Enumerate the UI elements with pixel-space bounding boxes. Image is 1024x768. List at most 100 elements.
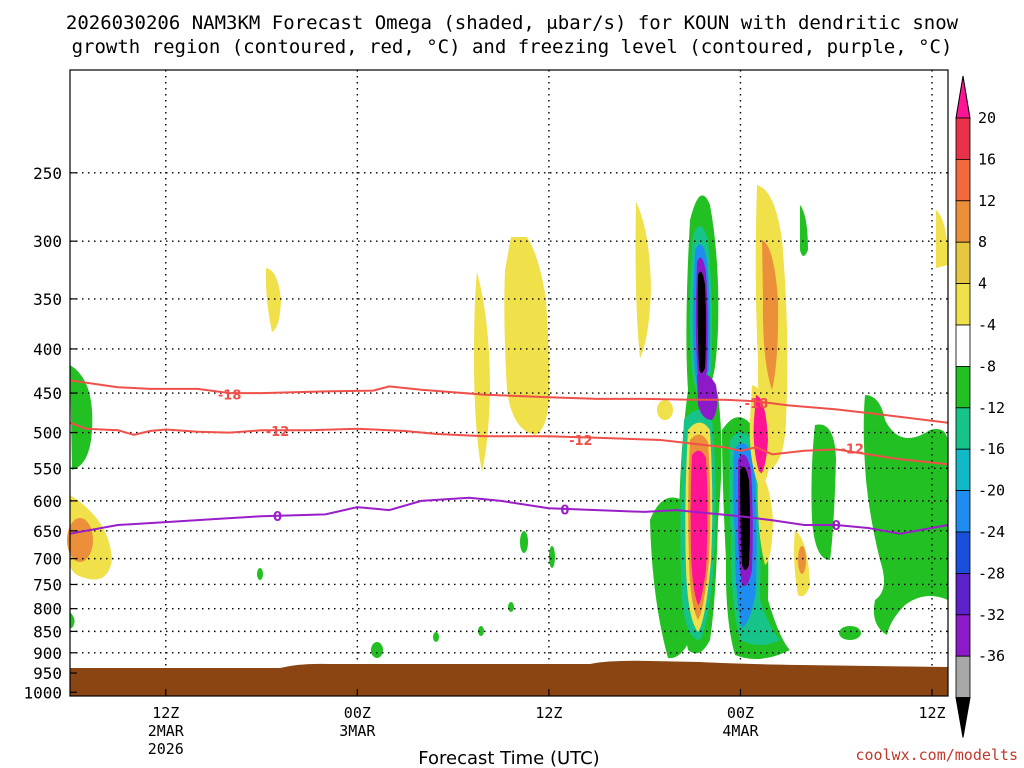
omega-region [800, 205, 808, 256]
x-tick-year: 2026 [148, 740, 184, 758]
x-tick-label: 12Z [535, 704, 562, 722]
colorbar-label: -36 [978, 647, 1005, 665]
freezing-level-contour [69, 496, 949, 535]
dgz-bottom-label: -12 [569, 434, 593, 449]
x-tick-label: 00Z [344, 704, 371, 722]
colorbar-swatch [955, 490, 971, 533]
colorbar-swatch [955, 158, 971, 202]
omega-region [697, 271, 706, 373]
dgz-top-label: -18 [218, 389, 242, 404]
y-tick-label: 650 [33, 522, 62, 541]
freezing-level-label: 0 [832, 519, 841, 534]
y-tick-label: 300 [33, 232, 62, 251]
omega-region [762, 240, 779, 390]
colorbar-swatch [955, 407, 971, 450]
freezing-level-label: 0 [273, 510, 282, 525]
y-tick-label: 1000 [23, 683, 62, 702]
x-tick-label: 12Z [152, 704, 179, 722]
dgz-bottom-label: -12 [840, 443, 864, 458]
y-tick-label: 550 [33, 459, 62, 478]
dgz-bottom-label: -12 [266, 425, 290, 440]
colorbar-swatch [955, 448, 971, 492]
colorbar-label: -28 [978, 564, 1005, 582]
omega-region [740, 466, 750, 570]
x-tick-label: 00Z [727, 704, 754, 722]
y-tick-label: 450 [33, 384, 62, 403]
contours: -18 -18 -12 -12 -12 0 0 0 [69, 379, 949, 535]
colorbar-swatch [955, 324, 971, 367]
y-tick-label: 500 [33, 424, 62, 443]
omega-shading [67, 185, 948, 659]
omega-region [839, 626, 861, 640]
omega-region [520, 531, 528, 553]
omega-region [478, 626, 484, 636]
colorbar-label: -12 [978, 399, 1005, 417]
omega-region [811, 424, 836, 560]
credit-text: coolwx.com/modelts [855, 746, 1018, 764]
y-tick-label: 900 [33, 644, 62, 663]
colorbar-swatch [955, 531, 971, 574]
dgz-top-label: -18 [745, 397, 769, 412]
omega-region [474, 272, 490, 472]
omega-region [371, 642, 383, 658]
colorbar-min-arrow [955, 697, 971, 738]
colorbar-swatch [955, 241, 971, 284]
omega-region [70, 612, 75, 628]
x-tick-date: 2MAR [148, 722, 185, 740]
chart-title-line1: 2026030206 NAM3KM Forecast Omega (shaded… [66, 12, 959, 34]
colorbar-swatch [955, 117, 971, 160]
colorbar: 20 16 12 8 4 -4 -8 -12 -16 -20 -24 -28 -32 -36 [955, 75, 1005, 738]
omega-region [549, 546, 555, 568]
y-axis: 250 300 350 400 450 500 550 600 650 700 750 800 850 9… [23, 164, 77, 702]
colorbar-label: 20 [978, 109, 996, 127]
omega-region [798, 546, 806, 574]
x-tick-label: 12Z [918, 704, 945, 722]
y-tick-label: 750 [33, 575, 62, 594]
omega-region [265, 268, 281, 332]
colorbar-label: -8 [978, 357, 996, 375]
y-tick-label: 700 [33, 550, 62, 569]
omega-region [504, 237, 550, 435]
colorbar-label: -16 [978, 440, 1005, 458]
omega-region [70, 365, 93, 470]
colorbar-label: -4 [978, 316, 996, 334]
omega-region [757, 470, 773, 565]
omega-region [433, 632, 439, 642]
dgz-bottom-contour [69, 421, 949, 466]
y-tick-label: 800 [33, 600, 62, 619]
omega-region [690, 450, 708, 605]
colorbar-label: -24 [978, 523, 1005, 541]
colorbar-label: 8 [978, 233, 987, 251]
plot-area: -18 -18 -12 -12 -12 0 0 0 [67, 69, 949, 697]
plot-frame [69, 69, 949, 697]
x-tick-date: 3MAR [339, 722, 376, 740]
colorbar-label: 16 [978, 150, 996, 168]
omega-region [67, 518, 93, 562]
y-tick-label: 400 [33, 340, 62, 359]
x-axis-title: Forecast Time (UTC) [418, 748, 599, 768]
colorbar-swatch [955, 655, 971, 699]
colorbar-swatch [955, 283, 971, 326]
y-tick-label: 950 [33, 664, 62, 683]
colorbar-label: 12 [978, 192, 996, 210]
y-tick-label: 600 [33, 492, 62, 511]
y-tick-label: 250 [33, 164, 62, 183]
x-tick-date: 4MAR [722, 722, 759, 740]
omega-region [936, 210, 948, 268]
omega-region [657, 400, 673, 420]
colorbar-swatch [955, 573, 971, 616]
omega-region [753, 395, 768, 475]
dgz-top-contour [69, 379, 949, 424]
omega-region [257, 568, 263, 580]
omega-region [508, 602, 514, 612]
colorbar-swatch [955, 614, 971, 657]
y-tick-label: 850 [33, 622, 62, 641]
freezing-level-label: 0 [560, 504, 569, 519]
terrain-surface [70, 660, 948, 696]
colorbar-label: -32 [978, 606, 1005, 624]
colorbar-swatch [955, 365, 971, 409]
colorbar-label: -20 [978, 482, 1005, 500]
colorbar-swatch [955, 200, 971, 243]
